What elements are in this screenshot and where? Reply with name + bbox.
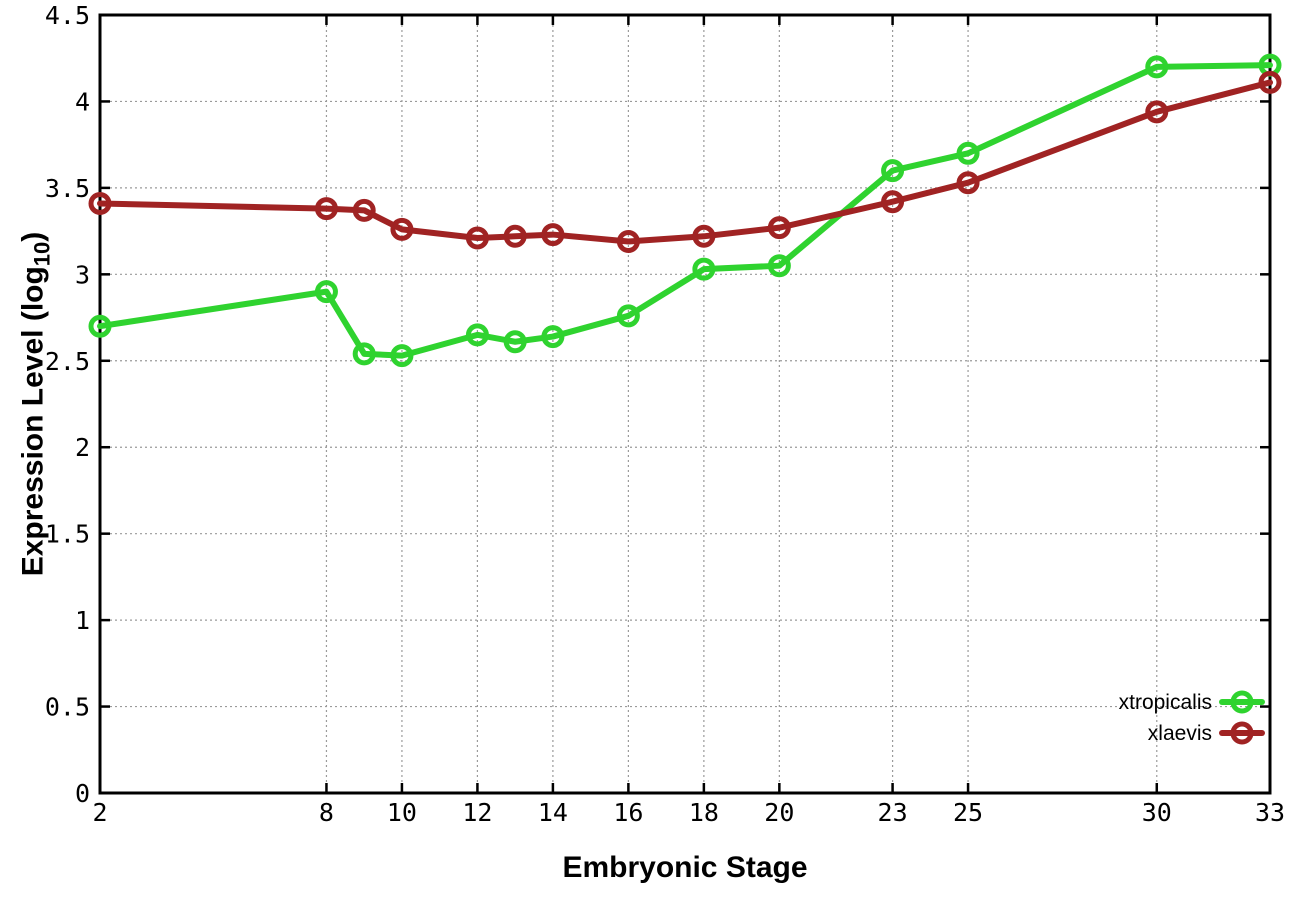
data-point-xlaevis bbox=[88, 191, 112, 215]
x-tick-label: 30 bbox=[1142, 798, 1172, 827]
y-tick-label: 1.5 bbox=[45, 520, 90, 549]
data-point-xlaevis bbox=[692, 224, 716, 248]
y-tick-label: 3.5 bbox=[45, 174, 90, 203]
data-point-xlaevis bbox=[390, 217, 414, 241]
y-tick-label: 4.5 bbox=[45, 1, 90, 30]
y-tick-label: 2.5 bbox=[45, 347, 90, 376]
x-tick-label: 8 bbox=[319, 798, 334, 827]
data-point-xlaevis bbox=[1258, 70, 1282, 94]
data-point-xtropicalis bbox=[390, 344, 414, 368]
y-tick-label: 0.5 bbox=[45, 693, 90, 722]
x-tick-label: 20 bbox=[764, 798, 794, 827]
data-point-xlaevis bbox=[616, 229, 640, 253]
data-point-xtropicalis bbox=[692, 257, 716, 281]
data-point-xlaevis bbox=[352, 198, 376, 222]
x-axis-title: Embryonic Stage bbox=[562, 851, 808, 884]
legend-sample-marker-xtropicalis bbox=[1230, 690, 1254, 714]
data-point-xlaevis bbox=[503, 224, 527, 248]
data-point-xlaevis bbox=[767, 216, 791, 240]
x-tick-label: 25 bbox=[953, 798, 983, 827]
data-point-xlaevis bbox=[881, 190, 905, 214]
y-tick-label: 1 bbox=[75, 606, 90, 635]
legend-label-xlaevis: xlaevis bbox=[1148, 722, 1212, 745]
y-tick-label: 4 bbox=[75, 87, 90, 116]
x-tick-label: 23 bbox=[878, 798, 908, 827]
x-tick-label: 14 bbox=[538, 798, 568, 827]
y-axis-title-text: Expression Level (log bbox=[16, 266, 50, 577]
legend-sample-marker-xlaevis bbox=[1230, 721, 1254, 745]
x-tick-label: 10 bbox=[387, 798, 417, 827]
legend-label-xtropicalis: xtropicalis bbox=[1119, 691, 1212, 714]
x-tick-label: 33 bbox=[1255, 798, 1285, 827]
series-line-xtropicalis bbox=[97, 62, 1273, 359]
data-point-xtropicalis bbox=[616, 304, 640, 328]
data-point-xtropicalis bbox=[503, 330, 527, 354]
plot-border bbox=[98, 13, 1272, 795]
data-point-xlaevis bbox=[1145, 100, 1169, 124]
y-axis-title-subscript: 10 bbox=[29, 241, 55, 267]
y-axis-title-close: ) bbox=[16, 231, 50, 242]
data-point-xlaevis bbox=[956, 171, 980, 195]
data-point-xtropicalis bbox=[881, 159, 905, 183]
data-point-xlaevis bbox=[465, 226, 489, 250]
data-point-xtropicalis bbox=[314, 280, 338, 304]
x-tick-label: 16 bbox=[613, 798, 643, 827]
data-point-xtropicalis bbox=[352, 342, 376, 366]
data-point-xlaevis bbox=[541, 223, 565, 247]
data-point-xtropicalis bbox=[541, 325, 565, 349]
data-point-xtropicalis bbox=[956, 141, 980, 165]
x-tick-label: 12 bbox=[462, 798, 492, 827]
x-tick-label: 2 bbox=[92, 798, 107, 827]
y-tick-label: 2 bbox=[75, 433, 90, 462]
data-point-xtropicalis bbox=[1145, 55, 1169, 79]
y-axis-title: Expression Level (log10) bbox=[17, 232, 56, 577]
x-tick-label: 18 bbox=[689, 798, 719, 827]
data-point-xtropicalis bbox=[767, 254, 791, 278]
data-point-xtropicalis bbox=[88, 314, 112, 338]
series-line-xlaevis bbox=[97, 79, 1273, 245]
y-tick-label: 0 bbox=[75, 779, 90, 808]
y-tick-label: 3 bbox=[75, 260, 90, 289]
data-point-xlaevis bbox=[314, 197, 338, 221]
data-point-xtropicalis bbox=[465, 323, 489, 347]
